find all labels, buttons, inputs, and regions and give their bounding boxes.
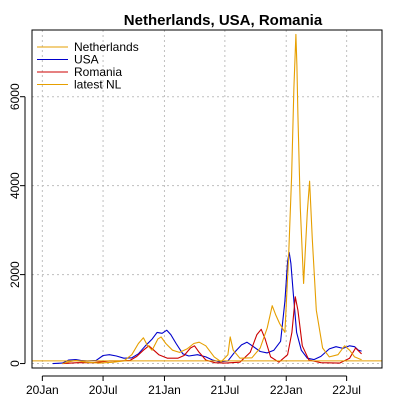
legend-label: latest NL [74, 78, 122, 92]
x-tick-label: 22Jul [332, 383, 361, 397]
x-tick-label: 20Jul [89, 383, 118, 397]
x-tick-label: 21Jan [148, 383, 181, 397]
series-line-romania [62, 296, 362, 365]
x-axis: 20Jan 20Jul 21Jan 21Jul 22Jan 22Jul [26, 375, 361, 397]
y-tick-label: 4000 [8, 172, 22, 199]
series-line-netherlands [62, 33, 362, 365]
chart-title: Netherlands, USA, Romania [124, 12, 323, 29]
y-tick-label: 2000 [8, 261, 22, 288]
legend-label: Romania [74, 65, 122, 79]
y-tick-label: 0 [8, 360, 22, 367]
legend-label: USA [74, 53, 99, 67]
x-tick-label: 22Jan [270, 383, 303, 397]
legend-label: Netherlands [74, 40, 139, 54]
plot-frame [31, 29, 383, 369]
x-tick-label: 20Jan [26, 383, 59, 397]
y-tick-label: 6000 [8, 83, 22, 110]
x-tick-label: 21Jul [211, 383, 240, 397]
y-axis: 0 2000 4000 6000 [8, 83, 26, 367]
